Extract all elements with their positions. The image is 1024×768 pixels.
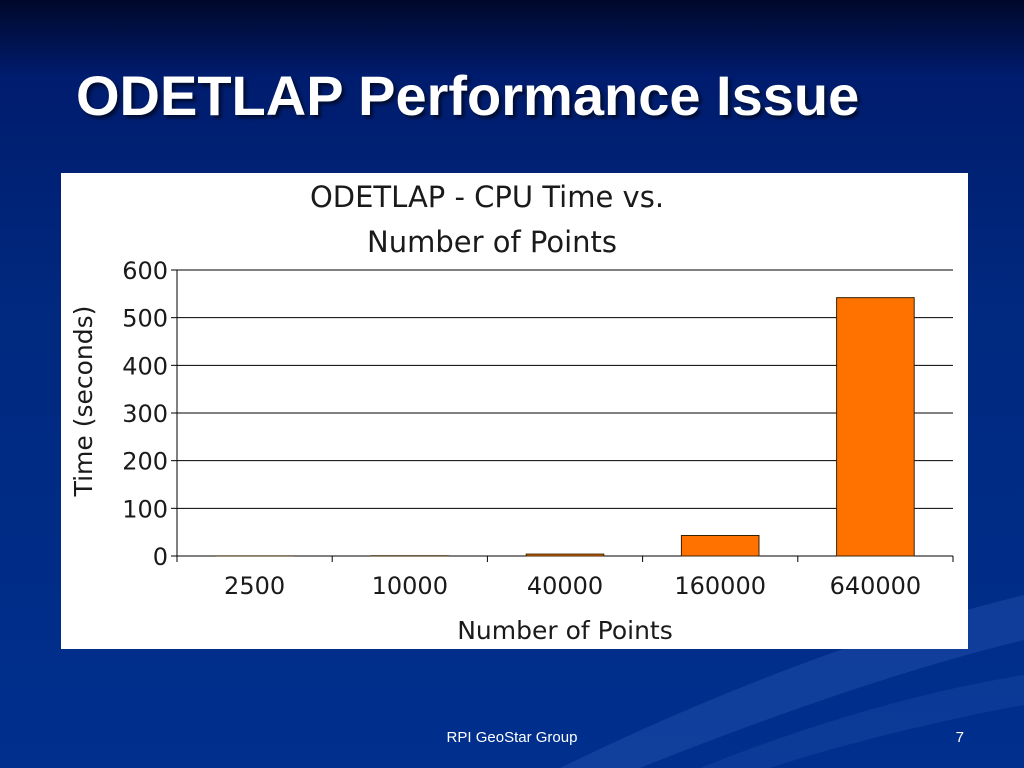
- chart-title-line-2: Number of Points: [367, 225, 617, 259]
- y-tick-label: 0: [153, 543, 168, 571]
- bar-40000: [525, 553, 605, 557]
- gridlines: [177, 269, 953, 557]
- x-tick-label: 2500: [224, 572, 285, 600]
- chart-panel: ODETLAP - CPU Time vs. Number of Points …: [61, 173, 968, 649]
- axes: [171, 269, 954, 562]
- chart-title-line-1: ODETLAP - CPU Time vs.: [310, 180, 664, 214]
- bars: [215, 297, 915, 557]
- y-tick-label: 100: [122, 495, 168, 523]
- y-tick-label: 600: [122, 257, 168, 285]
- x-tick-label: 160000: [674, 572, 766, 600]
- y-tick-label: 400: [122, 352, 168, 380]
- y-tick-label: 500: [122, 305, 168, 333]
- y-tick-labels: 0 100 200 300 400 500 600: [122, 257, 168, 571]
- x-tick-label: 40000: [527, 572, 603, 600]
- slide-number: 7: [955, 729, 964, 746]
- bar-chart: ODETLAP - CPU Time vs. Number of Points …: [69, 180, 954, 645]
- bar-640000: [836, 297, 915, 557]
- x-tick-label: 10000: [372, 572, 448, 600]
- x-axis-label: Number of Points: [457, 616, 673, 645]
- y-tick-label: 200: [122, 448, 168, 476]
- x-tick-label: 640000: [830, 572, 922, 600]
- slide-title: ODETLAP Performance Issue: [76, 64, 860, 127]
- y-axis-label: Time (seconds): [69, 306, 98, 498]
- x-tick-labels: 2500 10000 40000 160000 640000: [224, 572, 921, 600]
- bar-160000: [680, 535, 760, 557]
- footer-group-name: RPI GeoStar Group: [446, 729, 578, 746]
- y-tick-label: 300: [122, 400, 168, 428]
